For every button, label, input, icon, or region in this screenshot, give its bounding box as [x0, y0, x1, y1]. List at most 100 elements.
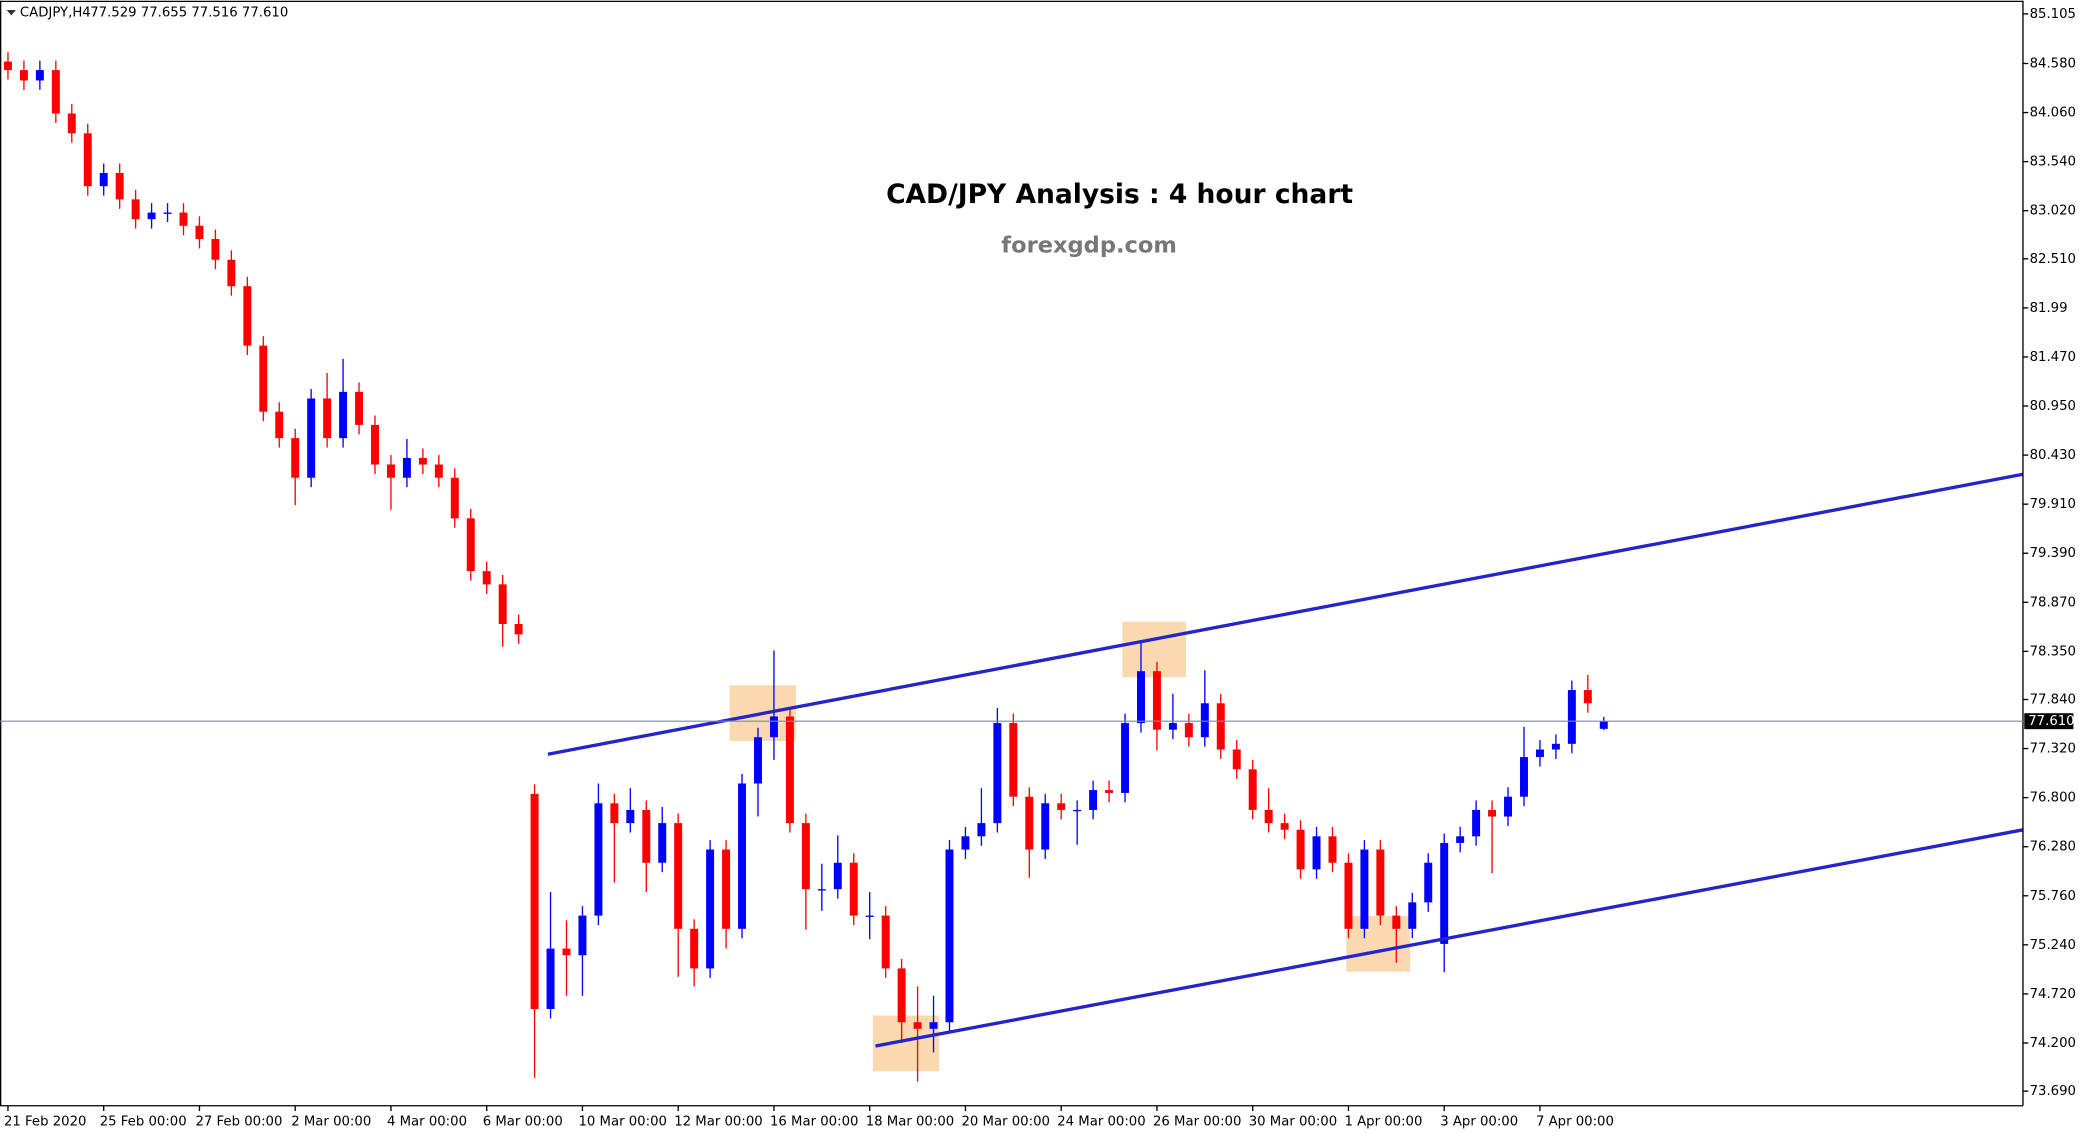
candle-body [1504, 796, 1513, 817]
candle-body [1105, 790, 1114, 793]
y-tick-label: 84.580 [2030, 56, 2076, 71]
candle-body [147, 212, 156, 220]
candle-body [578, 915, 587, 956]
y-tick-label: 78.350 [2030, 644, 2076, 659]
y-tick-label: 74.720 [2030, 987, 2076, 1002]
candle-body [1520, 757, 1528, 797]
header-values: 77.529 77.655 77.516 77.610 [90, 6, 288, 21]
x-tick-label: 1 Apr 00:00 [1344, 1115, 1422, 1130]
candle-body [1583, 690, 1592, 704]
candle-body [993, 723, 1002, 824]
chart-title: CAD/JPY Analysis : 4 hour chart [886, 179, 1353, 210]
candle-body [1184, 723, 1193, 738]
candle-body [769, 716, 778, 738]
candle-body [1328, 836, 1337, 863]
candle-body [227, 259, 236, 287]
y-tick-label: 73.690 [2030, 1084, 2076, 1099]
x-tick-label: 25 Feb 00:00 [100, 1115, 187, 1130]
candle-body [466, 518, 475, 572]
highlight-box [1346, 916, 1411, 972]
candle-body [1472, 809, 1481, 837]
candle-body [482, 571, 491, 585]
y-tick-label: 80.430 [2030, 448, 2076, 463]
candle-body [977, 823, 986, 837]
candle-body [706, 849, 715, 969]
candle-body [530, 793, 539, 1010]
candle-body [291, 438, 300, 478]
candle-body [1344, 862, 1353, 929]
candle-body [801, 823, 810, 890]
candle-body [913, 1022, 922, 1029]
candle-body [1089, 790, 1098, 810]
candle-body [1296, 829, 1305, 870]
candle-body [402, 457, 411, 478]
x-tick-label: 18 Mar 00:00 [866, 1115, 954, 1130]
y-tick-label: 81.99 [2030, 301, 2068, 316]
candle-body [849, 862, 858, 916]
candle-body [674, 823, 683, 929]
chart-subtitle: forexgdp.com [1001, 233, 1177, 259]
candle-body [115, 172, 124, 200]
candle-body [450, 477, 459, 519]
trend-line [547, 472, 2024, 756]
highlight-box [1122, 621, 1186, 678]
candle-body [1073, 809, 1082, 812]
candle-body [1456, 836, 1465, 843]
candle-body [1424, 862, 1433, 903]
candle-body [275, 411, 284, 439]
x-tick-label: 20 Mar 00:00 [961, 1115, 1049, 1130]
candle-body [1152, 671, 1161, 730]
candle-body [163, 212, 172, 214]
candle-body [418, 457, 427, 465]
x-tick-label: 6 Mar 00:00 [483, 1115, 563, 1130]
symbol: CADJPY,H4 [20, 6, 91, 21]
candle-body [514, 624, 523, 635]
y-tick-label: 75.240 [2030, 938, 2076, 953]
candle-body [738, 783, 747, 929]
candle-body [546, 948, 555, 1010]
candle-body [594, 803, 603, 916]
y-tick-label: 77.320 [2030, 742, 2076, 757]
candle-body [610, 803, 619, 824]
y-tick-label: 78.870 [2030, 595, 2076, 610]
y-tick-label: 75.760 [2030, 889, 2076, 904]
x-tick-label: 12 Mar 00:00 [674, 1115, 762, 1130]
y-tick-label: 77.840 [2030, 692, 2076, 707]
candle-body [1392, 915, 1401, 929]
candle-body [179, 212, 188, 226]
candle-body [211, 239, 220, 260]
candle-body [323, 398, 332, 439]
candle-body [386, 464, 395, 478]
candle-body [1440, 842, 1449, 944]
candle-body [690, 928, 699, 969]
y-tick-label: 84.060 [2030, 106, 2076, 121]
candle-body [195, 225, 204, 240]
x-tick-label: 30 Mar 00:00 [1249, 1115, 1337, 1130]
candle-body [1599, 721, 1608, 729]
candle-body [785, 716, 794, 824]
x-tick-label: 24 Mar 00:00 [1057, 1115, 1145, 1130]
candle-body [658, 823, 667, 863]
candle-body [1137, 671, 1145, 724]
x-tick-label: 2 Mar 00:00 [291, 1115, 371, 1130]
candle-body [99, 172, 108, 187]
y-tick-label: 76.800 [2030, 791, 2076, 806]
candle-body [1376, 849, 1385, 916]
x-tick-label: 10 Mar 00:00 [578, 1115, 666, 1130]
candle-body [562, 948, 571, 956]
x-tick-label: 4 Mar 00:00 [387, 1115, 467, 1130]
y-tick-label: 80.950 [2030, 399, 2076, 414]
y-tick-label: 76.280 [2030, 840, 2076, 855]
candle-body [67, 113, 76, 134]
menu-icon [6, 10, 16, 16]
candle-body [371, 424, 379, 465]
candle-body [1248, 769, 1257, 810]
candle-body [929, 1022, 938, 1029]
x-tick-label: 21 Feb 2020 [4, 1115, 86, 1130]
x-tick-label: 26 Mar 00:00 [1153, 1115, 1241, 1130]
candle-body [1041, 803, 1050, 850]
candle-body [897, 968, 906, 1023]
